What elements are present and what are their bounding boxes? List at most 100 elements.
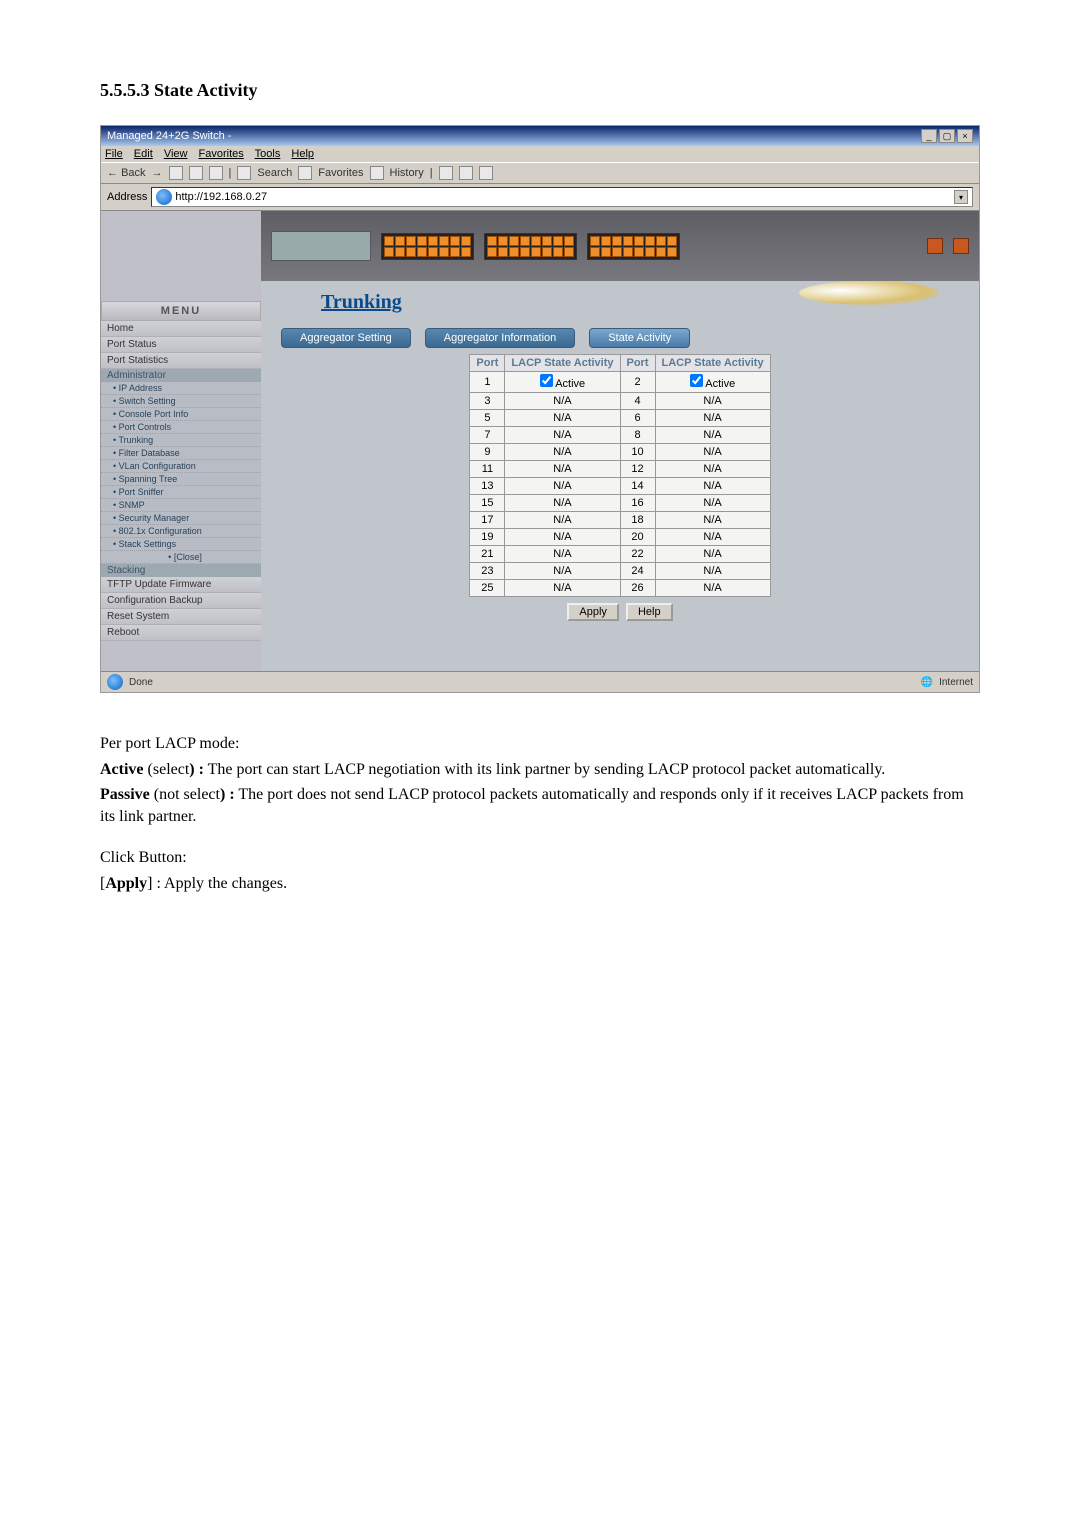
menu-edit[interactable]: Edit bbox=[134, 148, 153, 160]
nav-snmp[interactable]: SNMP bbox=[101, 499, 261, 512]
nav-vlan-config[interactable]: VLan Configuration bbox=[101, 460, 261, 473]
table-cell: N/A bbox=[505, 512, 620, 529]
nav-console-port-info[interactable]: Console Port Info bbox=[101, 408, 261, 421]
table-cell: N/A bbox=[655, 444, 770, 461]
nav-administrator[interactable]: Administrator bbox=[101, 369, 261, 382]
browser-window: Managed 24+2G Switch - _ ▢ × File Edit V… bbox=[100, 125, 980, 693]
stop-icon[interactable] bbox=[169, 166, 183, 180]
table-row: 9N/A10N/A bbox=[470, 444, 770, 461]
menu-tools[interactable]: Tools bbox=[255, 148, 281, 160]
edit-icon[interactable] bbox=[479, 166, 493, 180]
nav-8021x-config[interactable]: 802.1x Configuration bbox=[101, 525, 261, 538]
search-icon[interactable] bbox=[237, 166, 251, 180]
window-title: Managed 24+2G Switch - bbox=[107, 130, 231, 142]
tab-aggregator-setting[interactable]: Aggregator Setting bbox=[281, 328, 411, 348]
back-button[interactable]: ← Back bbox=[107, 167, 146, 179]
table-cell: N/A bbox=[505, 478, 620, 495]
menu-header: MENU bbox=[101, 301, 261, 321]
sidebar: MENU Home Port Status Port Statistics Ad… bbox=[101, 211, 261, 671]
section-heading: 5.5.5.3 State Activity bbox=[100, 80, 980, 101]
nav-security-manager[interactable]: Security Manager bbox=[101, 512, 261, 525]
apply-button[interactable]: Apply bbox=[567, 603, 619, 621]
nav-stacking[interactable]: Stacking bbox=[101, 564, 261, 577]
table-cell: 21 bbox=[470, 546, 505, 563]
close-button[interactable]: × bbox=[957, 129, 973, 143]
forward-button[interactable]: → bbox=[152, 167, 163, 179]
nav-home[interactable]: Home bbox=[101, 321, 261, 337]
nav-trunking[interactable]: Trunking bbox=[101, 434, 261, 447]
ie-logo-icon bbox=[156, 189, 172, 205]
device-image bbox=[261, 211, 979, 281]
globe-icon: 🌐 bbox=[921, 677, 933, 688]
nav-close[interactable]: [Close] bbox=[101, 551, 261, 564]
state-activity-table: Port LACP State Activity Port LACP State… bbox=[469, 354, 770, 597]
table-row: 1 Active2 Active bbox=[470, 372, 770, 393]
table-cell: 7 bbox=[470, 427, 505, 444]
page-title: Trunking bbox=[321, 291, 402, 314]
menu-help[interactable]: Help bbox=[291, 148, 314, 160]
favorites-icon[interactable] bbox=[298, 166, 312, 180]
table-cell: 17 bbox=[470, 512, 505, 529]
active-checkbox[interactable] bbox=[540, 374, 553, 387]
nav-spanning-tree[interactable]: Spanning Tree bbox=[101, 473, 261, 486]
active-checkbox[interactable] bbox=[690, 374, 703, 387]
address-value: http://192.168.0.27 bbox=[175, 191, 267, 203]
main-panel: Trunking Aggregator Setting Aggregator I… bbox=[261, 211, 979, 671]
maximize-button[interactable]: ▢ bbox=[939, 129, 955, 143]
section-title: State Activity bbox=[154, 80, 257, 100]
nav-filter-database[interactable]: Filter Database bbox=[101, 447, 261, 460]
button-row: Apply Help bbox=[261, 603, 979, 621]
uplink-led-2 bbox=[953, 238, 969, 254]
address-dropdown-icon[interactable]: ▾ bbox=[954, 190, 968, 204]
table-cell: 14 bbox=[620, 478, 655, 495]
table-cell: 1 bbox=[470, 372, 505, 393]
table-row: 7N/A8N/A bbox=[470, 427, 770, 444]
menu-favorites[interactable]: Favorites bbox=[199, 148, 244, 160]
refresh-icon[interactable] bbox=[189, 166, 203, 180]
nav-port-statistics[interactable]: Port Statistics bbox=[101, 353, 261, 369]
minimize-button[interactable]: _ bbox=[921, 129, 937, 143]
help-button[interactable]: Help bbox=[626, 603, 673, 621]
table-cell: 13 bbox=[470, 478, 505, 495]
address-field[interactable]: http://192.168.0.27 ▾ bbox=[151, 187, 973, 207]
table-cell: N/A bbox=[505, 495, 620, 512]
history-label[interactable]: History bbox=[390, 167, 424, 179]
status-zone: Internet bbox=[939, 677, 973, 688]
status-done: Done bbox=[129, 677, 153, 688]
nav-reset-system[interactable]: Reset System bbox=[101, 609, 261, 625]
tab-aggregator-information[interactable]: Aggregator Information bbox=[425, 328, 576, 348]
nav-tftp-update[interactable]: TFTP Update Firmware bbox=[101, 577, 261, 593]
print-icon[interactable] bbox=[459, 166, 473, 180]
menu-file[interactable]: File bbox=[105, 148, 123, 160]
nav-ip-address[interactable]: IP Address bbox=[101, 382, 261, 395]
nav-port-controls[interactable]: Port Controls bbox=[101, 421, 261, 434]
nav-port-sniffer[interactable]: Port Sniffer bbox=[101, 486, 261, 499]
table-row: 23N/A24N/A bbox=[470, 563, 770, 580]
history-icon[interactable] bbox=[370, 166, 384, 180]
menu-view[interactable]: View bbox=[164, 148, 188, 160]
tab-state-activity[interactable]: State Activity bbox=[589, 328, 690, 348]
table-cell: 15 bbox=[470, 495, 505, 512]
nav-switch-setting[interactable]: Switch Setting bbox=[101, 395, 261, 408]
table-cell: N/A bbox=[655, 410, 770, 427]
nav-port-status[interactable]: Port Status bbox=[101, 337, 261, 353]
search-label[interactable]: Search bbox=[257, 167, 292, 179]
table-cell: 24 bbox=[620, 563, 655, 580]
table-cell: 8 bbox=[620, 427, 655, 444]
port-group-1 bbox=[381, 233, 474, 260]
nav-reboot[interactable]: Reboot bbox=[101, 625, 261, 641]
home-icon[interactable] bbox=[209, 166, 223, 180]
table-cell: Active bbox=[655, 372, 770, 393]
port-group-2 bbox=[484, 233, 577, 260]
table-row: 21N/A22N/A bbox=[470, 546, 770, 563]
table-cell: 3 bbox=[470, 393, 505, 410]
para-active: Active (select) : The port can start LAC… bbox=[100, 759, 980, 781]
mail-icon[interactable] bbox=[439, 166, 453, 180]
nav-config-backup[interactable]: Configuration Backup bbox=[101, 593, 261, 609]
table-cell: N/A bbox=[505, 427, 620, 444]
decorative-swoosh bbox=[799, 281, 939, 305]
status-bar: Done 🌐 Internet bbox=[101, 671, 979, 692]
table-row: 19N/A20N/A bbox=[470, 529, 770, 546]
nav-stack-settings[interactable]: Stack Settings bbox=[101, 538, 261, 551]
favorites-label[interactable]: Favorites bbox=[318, 167, 363, 179]
